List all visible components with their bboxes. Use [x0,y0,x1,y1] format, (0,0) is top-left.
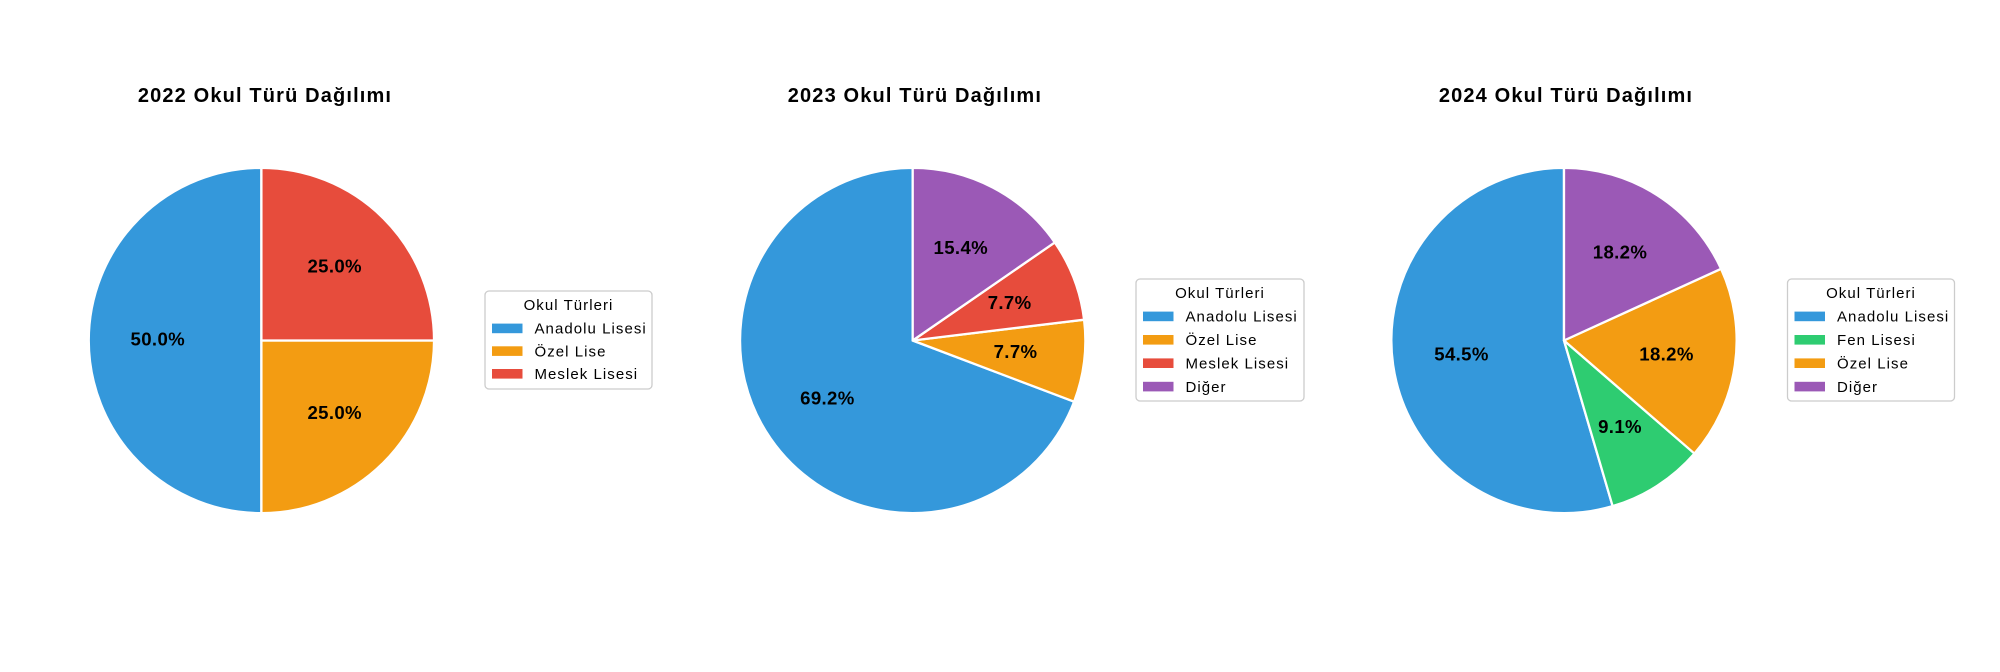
svg-text:2024 Okul Türü Dağılımı: 2024 Okul Türü Dağılımı [1439,85,1693,107]
svg-text:Diğer: Diğer [1837,379,1878,396]
svg-text:2022 Okul Türü Dağılımı: 2022 Okul Türü Dağılımı [138,85,392,107]
svg-text:18.2%: 18.2% [1593,242,1648,263]
svg-text:Diğer: Diğer [1186,379,1227,396]
svg-text:Özel Lise: Özel Lise [1837,354,1909,372]
svg-text:Anadolu Lisesi: Anadolu Lisesi [1186,309,1298,326]
svg-text:Meslek Lisesi: Meslek Lisesi [1186,355,1290,372]
svg-text:Özel Lise: Özel Lise [1186,331,1258,349]
svg-text:50.0%: 50.0% [131,329,186,350]
svg-text:Okul Türleri: Okul Türleri [524,297,614,314]
svg-text:7.7%: 7.7% [988,292,1032,313]
svg-text:Anadolu Lisesi: Anadolu Lisesi [535,321,647,338]
svg-text:25.0%: 25.0% [307,402,362,423]
svg-text:69.2%: 69.2% [800,388,855,409]
svg-text:9.1%: 9.1% [1598,416,1642,437]
svg-text:Meslek Lisesi: Meslek Lisesi [535,366,639,383]
svg-text:Fen Lisesi: Fen Lisesi [1837,332,1916,349]
svg-text:Özel Lise: Özel Lise [535,342,607,360]
svg-text:7.7%: 7.7% [994,341,1038,362]
svg-text:15.4%: 15.4% [934,237,989,258]
svg-text:Okul Türleri: Okul Türleri [1826,285,1916,302]
svg-text:18.2%: 18.2% [1639,343,1694,364]
svg-text:54.5%: 54.5% [1434,343,1489,364]
svg-text:Okul Türleri: Okul Türleri [1175,285,1265,302]
svg-text:25.0%: 25.0% [307,255,362,276]
svg-text:Anadolu Lisesi: Anadolu Lisesi [1837,309,1949,326]
svg-text:2023 Okul Türü Dağılımı: 2023 Okul Türü Dağılımı [788,85,1042,107]
